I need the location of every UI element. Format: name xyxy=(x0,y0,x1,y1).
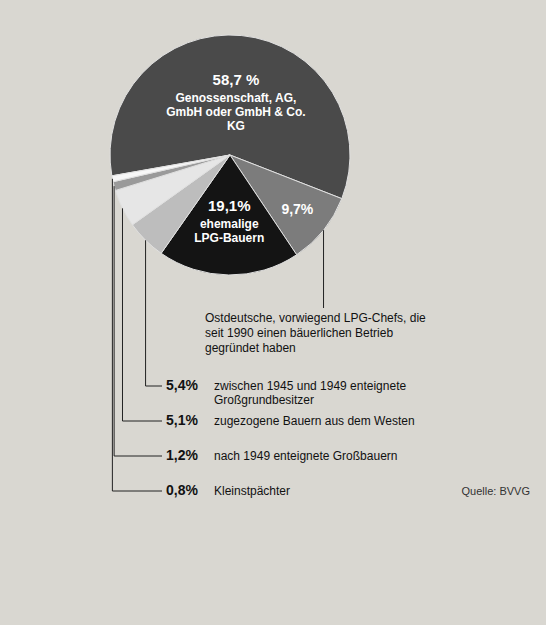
svg-text:Ostdeutsche, vorwiegend LPG-Ch: Ostdeutsche, vorwiegend LPG-Chefs, diese… xyxy=(205,311,426,355)
svg-text:0,8%: 0,8% xyxy=(166,482,198,498)
svg-text:58,7 %Genossenschaft, AG,GmbH: 58,7 %Genossenschaft, AG,GmbH oder GmbH … xyxy=(166,71,305,133)
svg-text:zugezogene Bauern aus dem West: zugezogene Bauern aus dem Westen xyxy=(214,414,415,428)
svg-text:Quelle: BVVG: Quelle: BVVG xyxy=(462,485,530,497)
svg-text:9,7%: 9,7% xyxy=(281,201,313,217)
svg-text:Kleinstpächter: Kleinstpächter xyxy=(214,484,290,498)
svg-text:1,2%: 1,2% xyxy=(166,447,198,463)
svg-text:5,1%: 5,1% xyxy=(166,412,198,428)
svg-text:19,1%ehemaligeLPG-Bauern: 19,1%ehemaligeLPG-Bauern xyxy=(194,197,264,245)
svg-text:nach 1949 enteignete Großbauer: nach 1949 enteignete Großbauern xyxy=(214,449,397,463)
svg-text:zwischen 1945 und 1949 enteign: zwischen 1945 und 1949 enteigneteGroßgru… xyxy=(214,379,406,407)
svg-text:5,4%: 5,4% xyxy=(166,377,198,393)
